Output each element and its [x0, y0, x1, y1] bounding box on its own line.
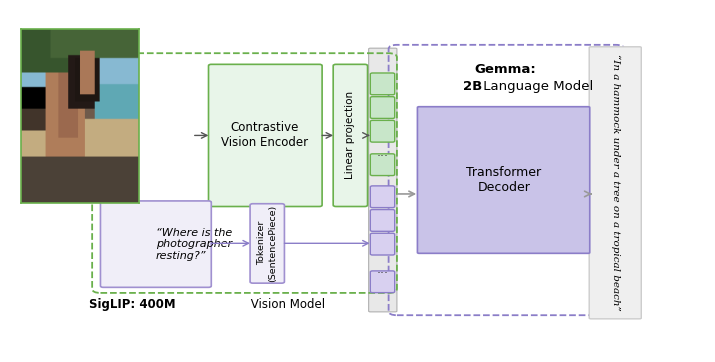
Text: Vision Model: Vision Model	[247, 298, 325, 311]
FancyBboxPatch shape	[370, 121, 395, 142]
FancyBboxPatch shape	[418, 107, 590, 253]
Text: “Where is the
photographer
resting?”: “Where is the photographer resting?”	[156, 228, 232, 261]
FancyBboxPatch shape	[333, 64, 368, 206]
Text: Gemma:: Gemma:	[474, 63, 536, 76]
FancyBboxPatch shape	[369, 48, 397, 312]
Text: ...: ...	[377, 263, 388, 276]
FancyBboxPatch shape	[250, 204, 285, 283]
Text: 2B: 2B	[463, 80, 483, 93]
Text: Language Model: Language Model	[479, 80, 593, 93]
Text: Linear projection: Linear projection	[345, 91, 355, 180]
FancyBboxPatch shape	[100, 201, 212, 287]
FancyBboxPatch shape	[370, 210, 395, 231]
FancyBboxPatch shape	[370, 73, 395, 95]
FancyBboxPatch shape	[589, 47, 641, 319]
FancyBboxPatch shape	[370, 233, 395, 255]
Text: Contrastive
Vision Encoder: Contrastive Vision Encoder	[222, 121, 309, 150]
Text: Transformer
Decoder: Transformer Decoder	[466, 166, 541, 194]
FancyBboxPatch shape	[370, 271, 395, 292]
Text: “In a hammock under a tree on a tropical beach”: “In a hammock under a tree on a tropical…	[611, 54, 620, 311]
Text: Tokenizer
(SentencePiece): Tokenizer (SentencePiece)	[257, 205, 277, 282]
FancyBboxPatch shape	[209, 64, 322, 206]
FancyBboxPatch shape	[370, 186, 395, 208]
Text: ...: ...	[377, 146, 388, 159]
FancyBboxPatch shape	[370, 154, 395, 176]
FancyBboxPatch shape	[370, 97, 395, 118]
Text: SigLIP: 400M: SigLIP: 400M	[89, 298, 175, 311]
